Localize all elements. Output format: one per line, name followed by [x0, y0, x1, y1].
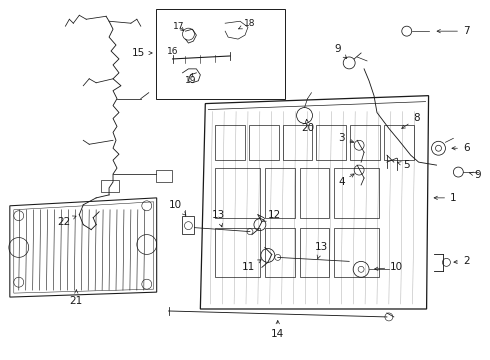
Text: 5: 5: [397, 160, 410, 170]
Text: 9: 9: [469, 170, 482, 180]
Text: 19: 19: [185, 73, 196, 85]
Text: 22: 22: [57, 216, 76, 227]
Bar: [249, 125, 279, 160]
Text: 18: 18: [239, 19, 256, 29]
Text: 10: 10: [169, 200, 186, 215]
Bar: [334, 228, 379, 277]
Bar: [317, 125, 346, 160]
Text: 21: 21: [70, 290, 83, 306]
Bar: [334, 168, 379, 218]
Bar: [350, 125, 380, 160]
Text: 1: 1: [434, 193, 457, 203]
Bar: [156, 170, 171, 182]
Bar: [384, 125, 414, 160]
Text: 11: 11: [242, 260, 261, 272]
Text: 16: 16: [167, 46, 178, 55]
Text: 14: 14: [271, 320, 284, 339]
Text: 8: 8: [402, 113, 420, 129]
Text: 17: 17: [173, 22, 184, 31]
Bar: [101, 180, 119, 192]
Text: 20: 20: [301, 119, 314, 134]
Text: 3: 3: [338, 133, 354, 143]
Text: 9: 9: [334, 44, 347, 58]
Text: 10: 10: [374, 262, 403, 272]
Text: 12: 12: [263, 210, 281, 221]
Text: 6: 6: [452, 143, 469, 153]
Text: 7: 7: [437, 26, 469, 36]
Bar: [215, 125, 245, 160]
Text: 13: 13: [212, 210, 225, 227]
Text: 13: 13: [315, 243, 328, 258]
Bar: [182, 216, 195, 234]
Text: 4: 4: [338, 174, 354, 187]
Text: 15: 15: [132, 48, 152, 58]
Bar: [265, 228, 294, 277]
Bar: [215, 168, 260, 218]
Bar: [215, 228, 260, 277]
Bar: [283, 125, 313, 160]
Text: 2: 2: [454, 256, 469, 266]
Bar: [299, 228, 329, 277]
Bar: [265, 168, 294, 218]
Bar: [299, 168, 329, 218]
Bar: [156, 9, 285, 99]
